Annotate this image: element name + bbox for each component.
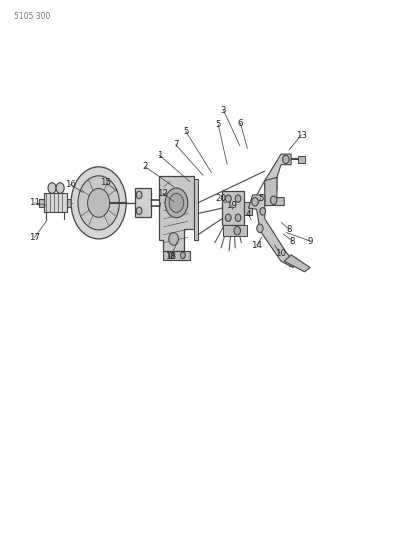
Text: 5: 5 — [183, 127, 188, 136]
Circle shape — [252, 198, 258, 206]
Bar — [67, 199, 72, 207]
Polygon shape — [160, 176, 194, 251]
Circle shape — [226, 214, 231, 221]
Text: 7: 7 — [173, 140, 178, 149]
Circle shape — [48, 183, 56, 193]
Text: 3: 3 — [221, 106, 226, 115]
Text: 12: 12 — [157, 189, 168, 198]
Bar — [135, 188, 151, 217]
Circle shape — [235, 214, 241, 221]
Text: 5: 5 — [215, 120, 221, 129]
Circle shape — [71, 167, 126, 239]
Text: 5: 5 — [258, 194, 264, 203]
Text: 1: 1 — [157, 151, 162, 160]
Text: 4: 4 — [246, 210, 251, 219]
Circle shape — [88, 189, 110, 217]
Text: 20: 20 — [215, 194, 226, 203]
Text: 13: 13 — [296, 131, 307, 140]
Circle shape — [78, 176, 119, 230]
Circle shape — [234, 227, 240, 235]
Circle shape — [271, 196, 277, 205]
Polygon shape — [222, 191, 244, 225]
Circle shape — [165, 188, 188, 217]
Text: 5105 300: 5105 300 — [13, 12, 50, 21]
Text: 8: 8 — [286, 225, 292, 234]
Circle shape — [136, 207, 142, 215]
Bar — [244, 202, 253, 215]
Polygon shape — [248, 195, 293, 268]
Text: 11: 11 — [29, 198, 40, 207]
Circle shape — [235, 195, 241, 203]
Polygon shape — [44, 193, 67, 213]
Circle shape — [257, 224, 263, 232]
Text: 19: 19 — [226, 201, 237, 210]
Polygon shape — [284, 255, 310, 272]
Circle shape — [283, 155, 289, 164]
Circle shape — [169, 193, 184, 213]
Circle shape — [226, 195, 231, 203]
Text: 14: 14 — [251, 241, 262, 250]
Circle shape — [56, 183, 64, 193]
Bar — [194, 179, 198, 240]
Text: 6: 6 — [238, 119, 243, 128]
Bar — [164, 251, 190, 260]
Text: 18: 18 — [165, 253, 176, 262]
Circle shape — [169, 232, 178, 245]
Text: 8: 8 — [290, 237, 295, 246]
Polygon shape — [265, 154, 291, 190]
Text: 10: 10 — [275, 249, 286, 258]
Text: 17: 17 — [29, 233, 40, 242]
Text: 15: 15 — [100, 178, 111, 187]
Polygon shape — [223, 225, 247, 236]
Circle shape — [180, 252, 185, 259]
Polygon shape — [265, 177, 284, 206]
Circle shape — [136, 191, 142, 199]
Circle shape — [169, 252, 174, 259]
Bar — [39, 199, 44, 207]
Text: 2: 2 — [142, 163, 148, 171]
Circle shape — [260, 208, 266, 215]
Text: 16: 16 — [65, 180, 76, 189]
Text: 9: 9 — [308, 237, 313, 246]
Bar — [298, 156, 305, 163]
